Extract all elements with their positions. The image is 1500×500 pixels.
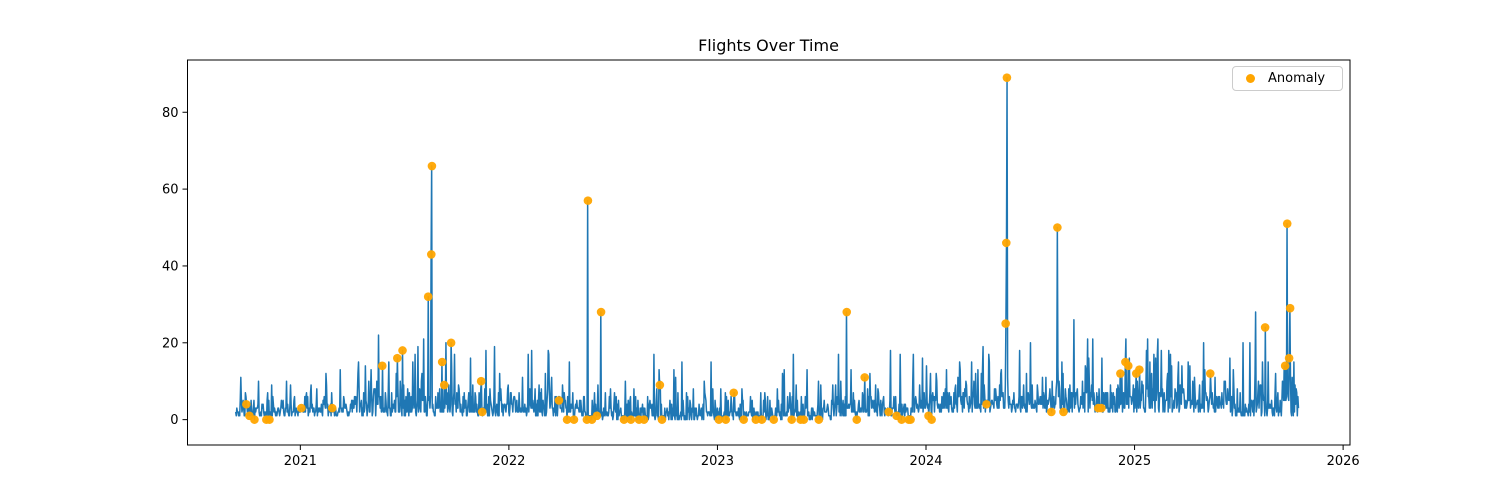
anomaly-point [1047, 407, 1056, 417]
x-tick-label: 2026 [1327, 454, 1360, 469]
anomaly-point [446, 338, 456, 348]
anomaly-point [1260, 323, 1270, 332]
anomaly-point [1284, 353, 1294, 363]
anomaly-point [596, 307, 606, 317]
anomaly-point [554, 396, 564, 405]
anomaly-point [860, 373, 869, 382]
y-tick-label: 40 [162, 259, 179, 274]
y-tick-label: 80 [162, 106, 179, 121]
anomaly-point [265, 415, 274, 424]
x-tick-label: 2023 [701, 454, 734, 469]
anomaly-point [1285, 303, 1295, 313]
anomaly-point [427, 250, 436, 259]
anomaly-point [1124, 361, 1133, 371]
y-tick-label: 0 [170, 413, 178, 428]
anomaly-point [714, 415, 724, 424]
anomaly-point [814, 415, 824, 424]
anomaly-point [250, 415, 259, 424]
anomaly-point [1002, 238, 1011, 248]
anomaly-point [884, 407, 893, 417]
anomaly-point [1097, 403, 1106, 413]
anomaly-point [1116, 369, 1125, 378]
anomaly-point [639, 415, 649, 424]
anomaly-point [655, 380, 665, 390]
anomaly-point [242, 399, 251, 409]
anomaly-point [906, 415, 915, 424]
anomaly-point [757, 415, 767, 424]
anomaly-point [1001, 319, 1010, 328]
x-tick-label: 2024 [909, 454, 942, 469]
anomaly-point [327, 403, 337, 413]
anomaly-point [751, 415, 761, 424]
anomaly-point [562, 415, 572, 424]
y-tick-label: 20 [162, 336, 179, 351]
legend: Anomaly [1232, 66, 1343, 91]
anomaly-point [787, 415, 796, 424]
anomaly-point [1135, 365, 1144, 374]
anomaly-point [1205, 369, 1215, 378]
anomaly-point [423, 292, 433, 301]
anomaly-point [657, 415, 667, 424]
anomaly-point [377, 361, 387, 371]
anomaly-point [437, 357, 447, 367]
anomaly-point [1059, 407, 1068, 417]
anomaly-point [1002, 73, 1012, 82]
anomaly-point [982, 399, 991, 409]
anomaly-point [583, 196, 593, 205]
x-tick-label: 2022 [492, 454, 525, 469]
anomaly-point [393, 353, 402, 363]
legend-label: Anomaly [1268, 71, 1326, 86]
anomaly-point [427, 161, 437, 171]
anomaly-point [619, 415, 629, 424]
anomaly-point [1280, 361, 1290, 371]
anomaly-point [626, 415, 636, 424]
plot-frame [187, 59, 1351, 446]
anomaly-point [739, 415, 749, 424]
anomaly-point [477, 407, 487, 417]
anomaly-point [476, 376, 486, 386]
anomaly-point [769, 415, 779, 424]
anomaly-point [1053, 223, 1062, 232]
anomaly-point [592, 411, 602, 421]
anomaly-legend-marker-icon [1246, 74, 1255, 83]
anomaly-point [439, 380, 449, 390]
anomaly-point [729, 388, 739, 398]
anomaly-point [569, 415, 579, 424]
anomaly-point [897, 415, 906, 424]
flights-line [234, 76, 1300, 421]
chart-title: Flights Over Time [698, 36, 839, 55]
anomaly-point [842, 307, 852, 317]
x-tick-label: 2021 [284, 454, 317, 469]
anomaly-point [852, 415, 862, 424]
anomaly-point [721, 415, 731, 424]
anomaly-point [297, 403, 306, 413]
y-tick-label: 60 [162, 183, 179, 198]
anomaly-point [1282, 219, 1292, 228]
x-tick-label: 2025 [1118, 454, 1151, 469]
anomaly-point [799, 415, 809, 424]
anomaly-point [927, 415, 936, 424]
anomaly-point [398, 346, 407, 355]
